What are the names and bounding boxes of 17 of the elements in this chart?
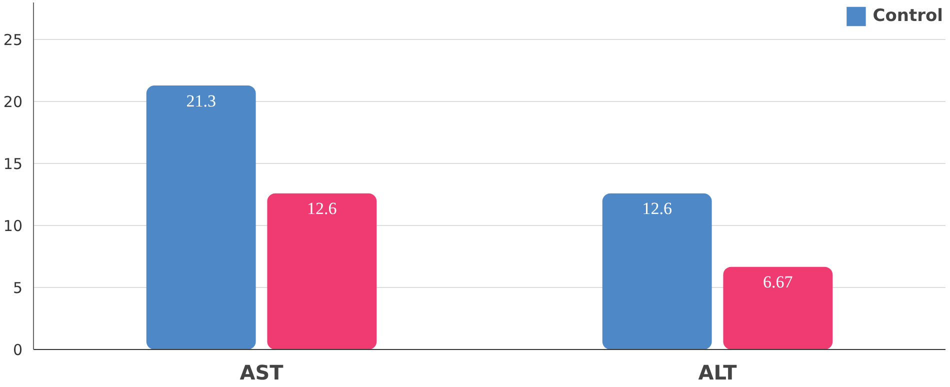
x-tick-label: AST [240, 360, 284, 384]
data-label: 12.6 [307, 199, 337, 218]
data-label: 6.67 [763, 272, 794, 292]
y-tick-label: 0 [12, 341, 23, 359]
legend-label: Control [872, 6, 943, 26]
x-tick-label: ALT [698, 360, 738, 384]
data-label: 21.3 [186, 91, 216, 110]
y-tick-label: 15 [3, 155, 23, 174]
bar [723, 266, 833, 350]
y-tick-label: 25 [3, 31, 23, 50]
data-label: 12.6 [642, 199, 672, 218]
bar [267, 193, 377, 350]
y-tick-label: 20 [3, 93, 23, 112]
bar [146, 86, 256, 350]
y-tick-label: 5 [12, 279, 23, 298]
bar [602, 193, 712, 350]
y-tick-label: 10 [3, 217, 23, 236]
